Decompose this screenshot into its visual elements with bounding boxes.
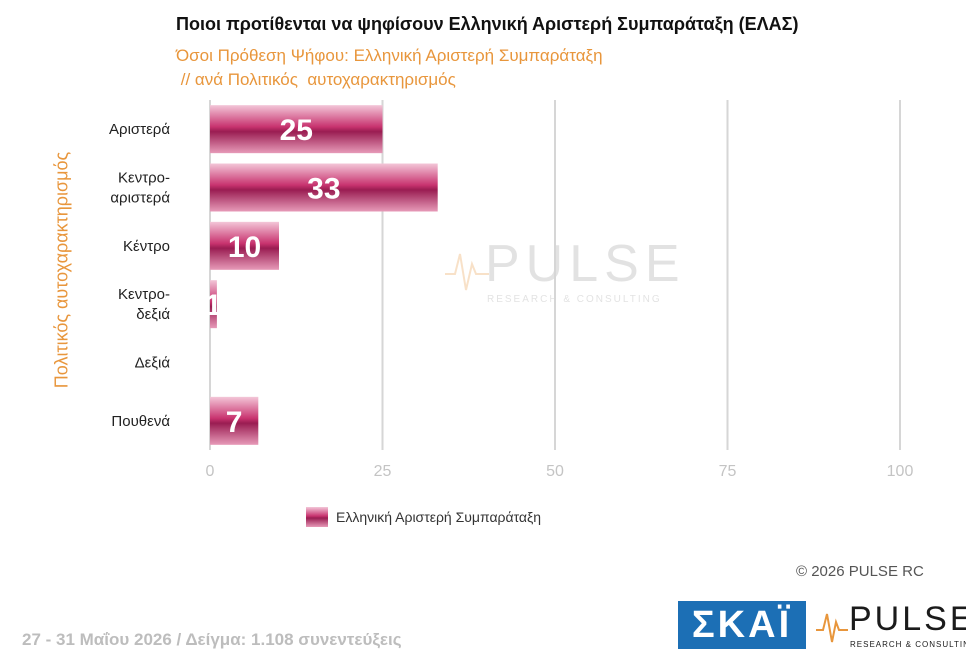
subtitle-line-2: // ανά Πολιτικός αυτοχαρακτηρισμός (176, 70, 456, 89)
bar (210, 163, 438, 212)
y-category-label: Πουθενά (111, 413, 170, 430)
y-category-label: Κεντρο-αριστερά (110, 170, 170, 207)
x-tick-label: 75 (719, 463, 737, 480)
bar (210, 396, 259, 445)
data-label: 1 (205, 289, 222, 322)
pulse-logo-wave-icon (816, 613, 848, 643)
chart-subtitle: Όσοι Πρόθεση Ψήφου: Ελληνική Αριστερή Συ… (176, 44, 603, 92)
data-label: 33 (307, 173, 340, 206)
survey-footer: 27 - 31 Μαΐου 2026 / Δείγμα: 1.108 συνεν… (22, 630, 402, 649)
subtitle-line-1: Όσοι Πρόθεση Ψήφου: Ελληνική Αριστερή Συ… (176, 46, 603, 65)
skai-logo: ΣΚΑΪ (678, 601, 806, 649)
y-category-label: Κέντρο (123, 238, 170, 255)
y-category-label: Αριστερά (109, 121, 170, 138)
x-tick-label: 100 (887, 463, 914, 480)
pulse-logo: PULSE RESEARCH & CONSULTING (816, 600, 966, 652)
pulse-wave-icon (445, 253, 489, 291)
y-category-label: Δεξιά (135, 355, 171, 372)
pulse-logo-sub: RESEARCH & CONSULTING (850, 640, 966, 649)
watermark-word: PULSE (485, 235, 686, 293)
x-tick-label: 0 (206, 463, 215, 480)
bar (210, 280, 217, 329)
chart-title: Ποιοι προτίθενται να ψηφίσουν Ελληνική Α… (176, 14, 799, 34)
data-label: 25 (280, 114, 313, 147)
legend-label: Ελληνική Αριστερή Συμπαράταξη (336, 509, 542, 525)
data-label: 7 (226, 406, 243, 439)
legend-swatch (306, 507, 328, 527)
x-tick-label: 25 (374, 463, 392, 480)
x-tick-label: 50 (546, 463, 564, 480)
pulse-watermark: PULSE RESEARCH & CONSULTING (445, 234, 685, 314)
watermark-sub: RESEARCH & CONSULTING (487, 294, 662, 305)
pulse-logo-word: PULSE (849, 600, 966, 638)
chart-legend: Ελληνική Αριστερή Συμπαράταξη (306, 506, 541, 528)
bar (210, 221, 279, 270)
bar (210, 105, 383, 154)
copyright-note: © 2026 PULSE RC (796, 563, 924, 580)
data-label: 10 (228, 231, 261, 264)
y-category-label: Κεντρο-δεξιά (118, 286, 170, 323)
